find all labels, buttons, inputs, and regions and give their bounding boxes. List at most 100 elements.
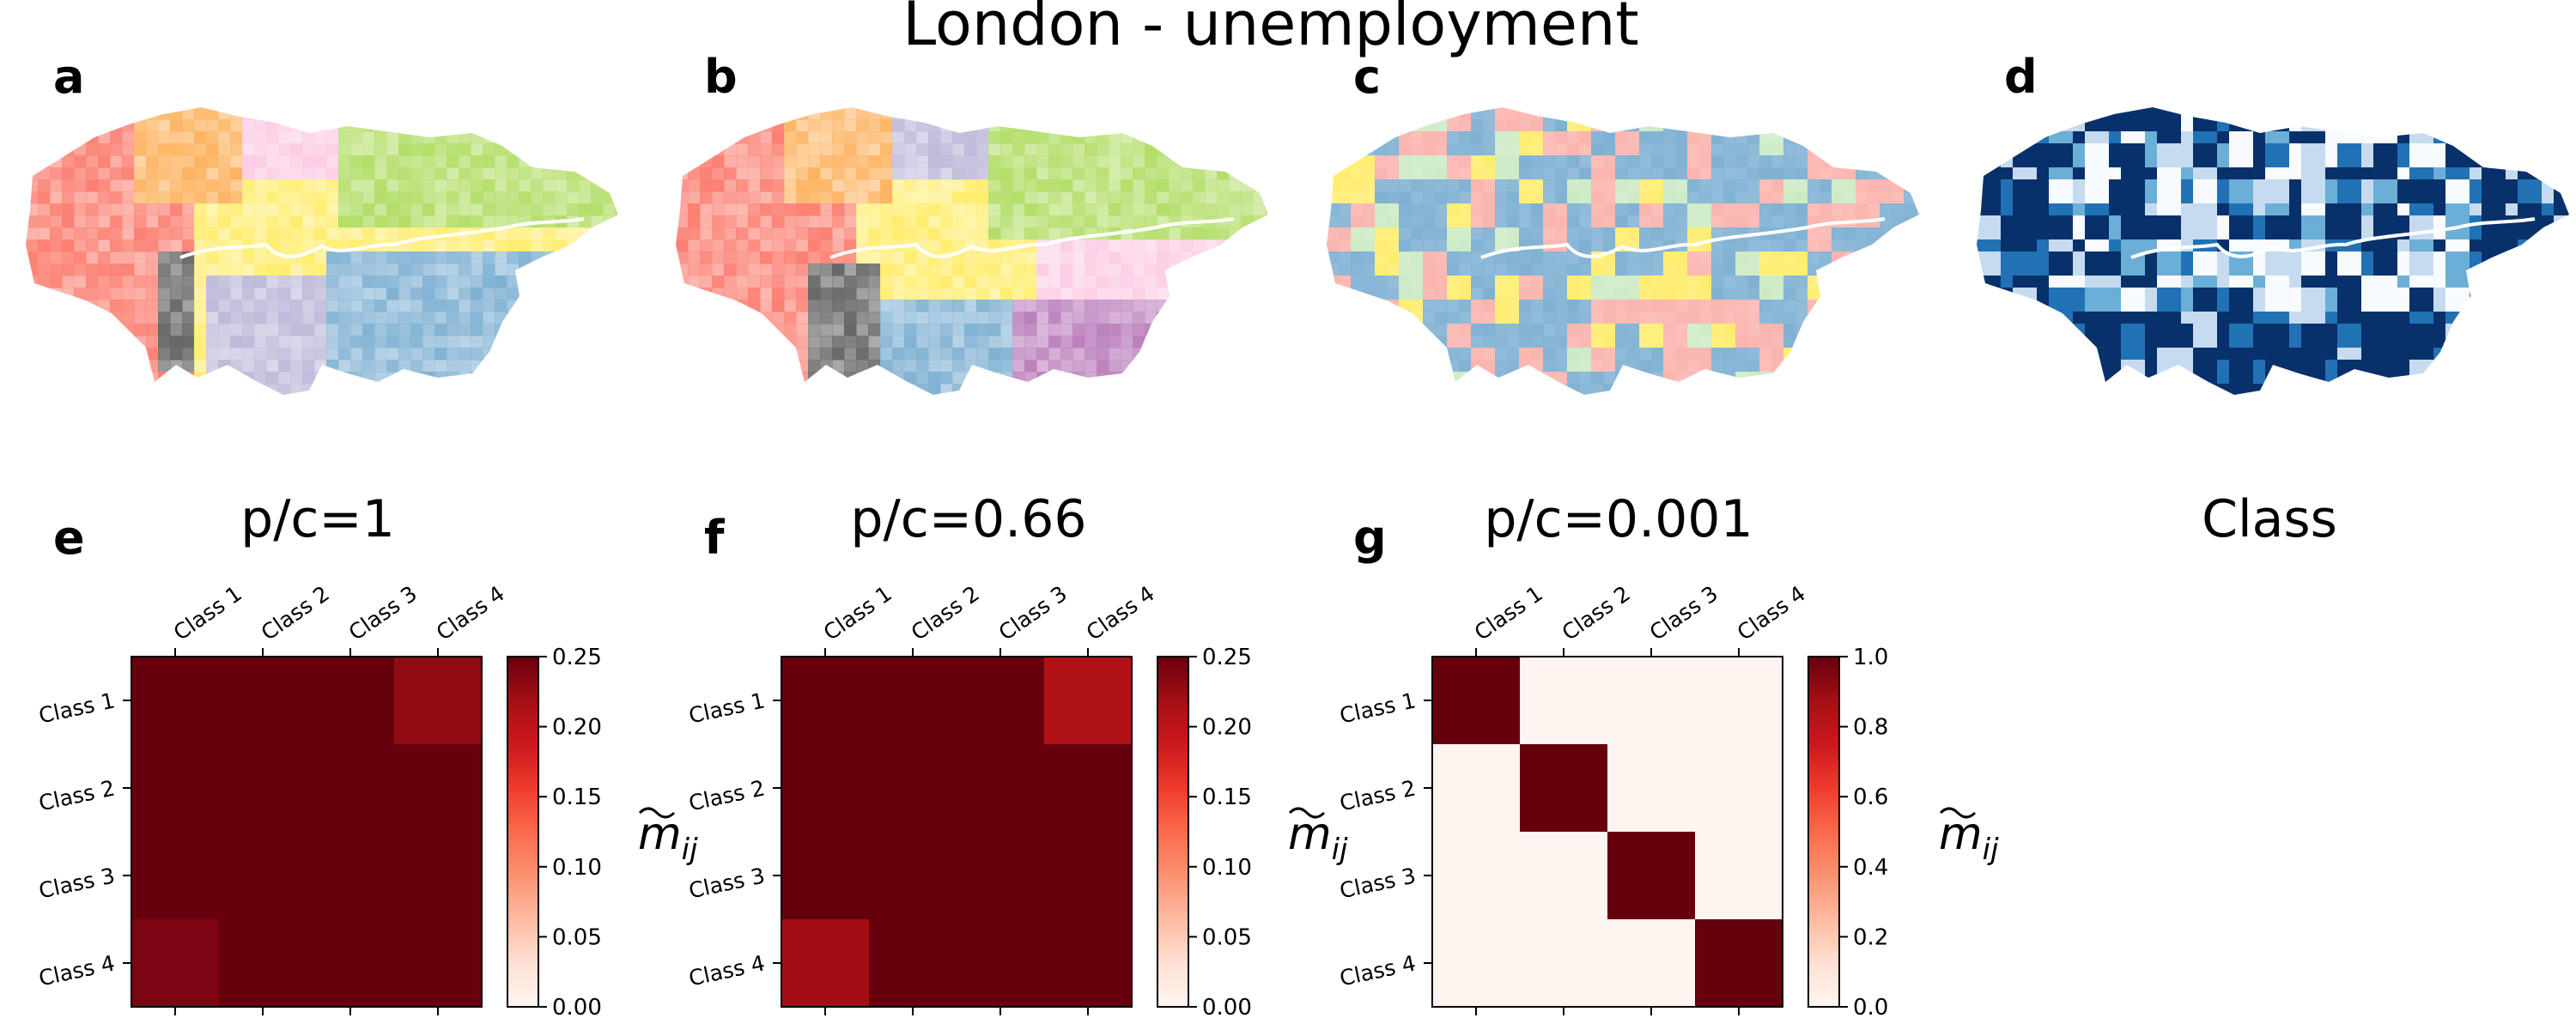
heatmap-cell [1044,744,1132,832]
map-panel-d [1977,107,2569,395]
y-tick-label: Class 3 [687,863,768,904]
map-regions [26,107,618,395]
heatmap-cell [1607,832,1695,919]
heatmap-cell [1044,919,1132,1007]
panel-letter-d: d [2004,50,2038,104]
map-caption-b: p/c=0.66 [850,489,1086,549]
y-tick-label: Class 4 [37,951,118,991]
panel-letter-b: b [704,50,738,104]
heatmap-cell [1607,919,1695,1007]
colorbar-tick-label: 0.05 [1202,924,1252,950]
heatmap-cell [394,744,482,832]
panel-letter-f: f [704,511,725,565]
heatmap-cell [394,657,482,744]
thames-river [1480,217,1886,259]
y-tick-label: Class 1 [37,688,118,729]
heatmap-cell [307,919,394,1007]
heatmap-cell [781,832,869,919]
heatmap-cell [1695,832,1783,919]
map-regions [676,107,1268,395]
thames-river [829,217,1235,259]
colorbar-label: mij [638,809,698,867]
colorbar-tick-label: 0.10 [552,855,602,881]
panel-letter-c: c [1353,50,1381,104]
tilde-mark [1288,807,1326,819]
colorbar [1157,656,1189,1008]
heatmap-cell [781,744,869,832]
x-tick-label: Class 1 [819,581,896,645]
heatmap-cell [781,919,869,1007]
tilde-mark [638,807,676,819]
colorbar-tick-label: 0.2 [1853,924,1888,950]
heatmap-cell [1695,657,1783,744]
heatmap-cell [1520,832,1607,919]
panel-letter-a: a [53,50,84,104]
heatmap-cell [957,744,1044,832]
colorbar-tick-label: 1.0 [1853,645,1888,670]
heatmap-cell [394,919,482,1007]
panel-letter-e: e [53,511,85,565]
heatmap-cell [1607,657,1695,744]
heatmap-cell [131,657,219,744]
y-tick-label: Class 4 [687,951,768,991]
colorbar-tick-label: 0.20 [552,715,602,741]
heatmap-cell [957,657,1044,744]
y-tick-label: Class 1 [1338,688,1419,729]
x-tick-label: Class 4 [1733,581,1810,645]
heatmap-cell [1044,657,1132,744]
colorbar-tick-label: 0.05 [552,924,602,950]
map-panel-c [1327,107,1919,395]
heatmap-cell [869,919,957,1007]
heatmap-cell [307,832,394,919]
x-tick-label: Class 1 [1470,581,1547,645]
y-tick-label: Class 2 [37,776,118,816]
x-tick-label: Class 4 [432,581,509,645]
colorbar-tick-label: 0.20 [1202,715,1252,741]
panel-letter-g: g [1353,511,1387,565]
heatmap-cell [1695,744,1783,832]
map-panel-b [676,107,1268,395]
heatmap-cell [957,919,1044,1007]
map-regions [1327,107,1919,395]
heatmap-frame [131,656,483,1008]
x-tick-label: Class 4 [1082,581,1159,645]
heatmap-cell [219,919,307,1007]
x-tick-label: Class 2 [257,581,334,645]
map-panel-a [26,107,618,395]
x-tick-label: Class 3 [994,581,1072,645]
colorbar-tick-label: 0.6 [1853,785,1888,810]
y-tick-label: Class 3 [1338,863,1419,904]
y-tick-label: Class 2 [1338,776,1419,816]
colorbar-tick-label: 0.25 [1202,645,1252,670]
colorbar-tick-label: 0.10 [1202,855,1252,881]
y-tick-label: Class 1 [687,688,768,729]
heatmap-cell [131,919,219,1007]
map-caption-d: Class [2202,489,2337,549]
figure-title: London - unemployment [902,0,1639,59]
colorbar-tick-label: 0.15 [552,785,602,810]
heatmap-cell [1695,919,1783,1007]
heatmap-cell [869,657,957,744]
map-caption-a: p/c=1 [240,489,395,549]
x-tick-label: Class 2 [1558,581,1635,645]
heatmap-cell [1044,832,1132,919]
heatmap-cell [869,744,957,832]
thames-river [2130,217,2536,259]
map-regions [1977,107,2569,395]
heatmap-cell [869,832,957,919]
x-tick-label: Class 1 [169,581,246,645]
heatmap-cell [1432,744,1520,832]
heatmap-cell [957,832,1044,919]
heatmap-cell [219,657,307,744]
heatmap-cell [1520,919,1607,1007]
map-caption-c: p/c=0.001 [1484,489,1753,549]
colorbar-tick-label: 0.00 [552,995,602,1021]
y-tick-label: Class 2 [687,776,768,816]
heatmap-cell [307,744,394,832]
colorbar [1807,656,1840,1008]
x-tick-label: Class 3 [344,581,422,645]
heatmap-cell [307,657,394,744]
